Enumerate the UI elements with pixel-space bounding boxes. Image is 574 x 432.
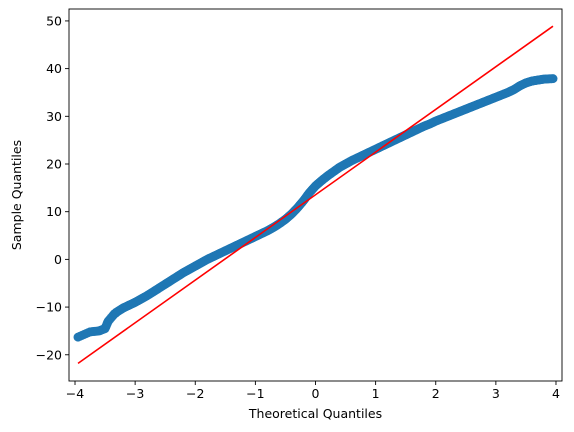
y-tick-label: 10 [46,204,62,219]
y-tick-label: −20 [36,347,62,362]
y-tick-label: 20 [46,157,62,172]
y-tick-label: 0 [54,252,62,267]
x-tick-label: 1 [372,386,380,401]
scatter-point [546,74,556,84]
x-tick-label: −1 [246,386,264,401]
x-tick-label: 3 [492,386,500,401]
x-tick-label: −2 [186,386,204,401]
reference-line [77,25,554,365]
plot-area [73,25,558,365]
x-tick-label: 2 [432,386,440,401]
y-tick-label: 40 [46,61,62,76]
x-tick-label: 0 [312,386,320,401]
data-marks [73,25,558,365]
x-tick-label: −4 [66,386,84,401]
y-tick-label: 30 [46,109,62,124]
y-tick-label: −10 [36,300,62,315]
y-tick-label: 50 [46,13,62,28]
x-tick-label: −3 [126,386,144,401]
x-axis-label: Theoretical Quantiles [248,406,382,421]
y-axis-label: Sample Quantiles [9,140,24,250]
x-tick-label: 4 [552,386,560,401]
